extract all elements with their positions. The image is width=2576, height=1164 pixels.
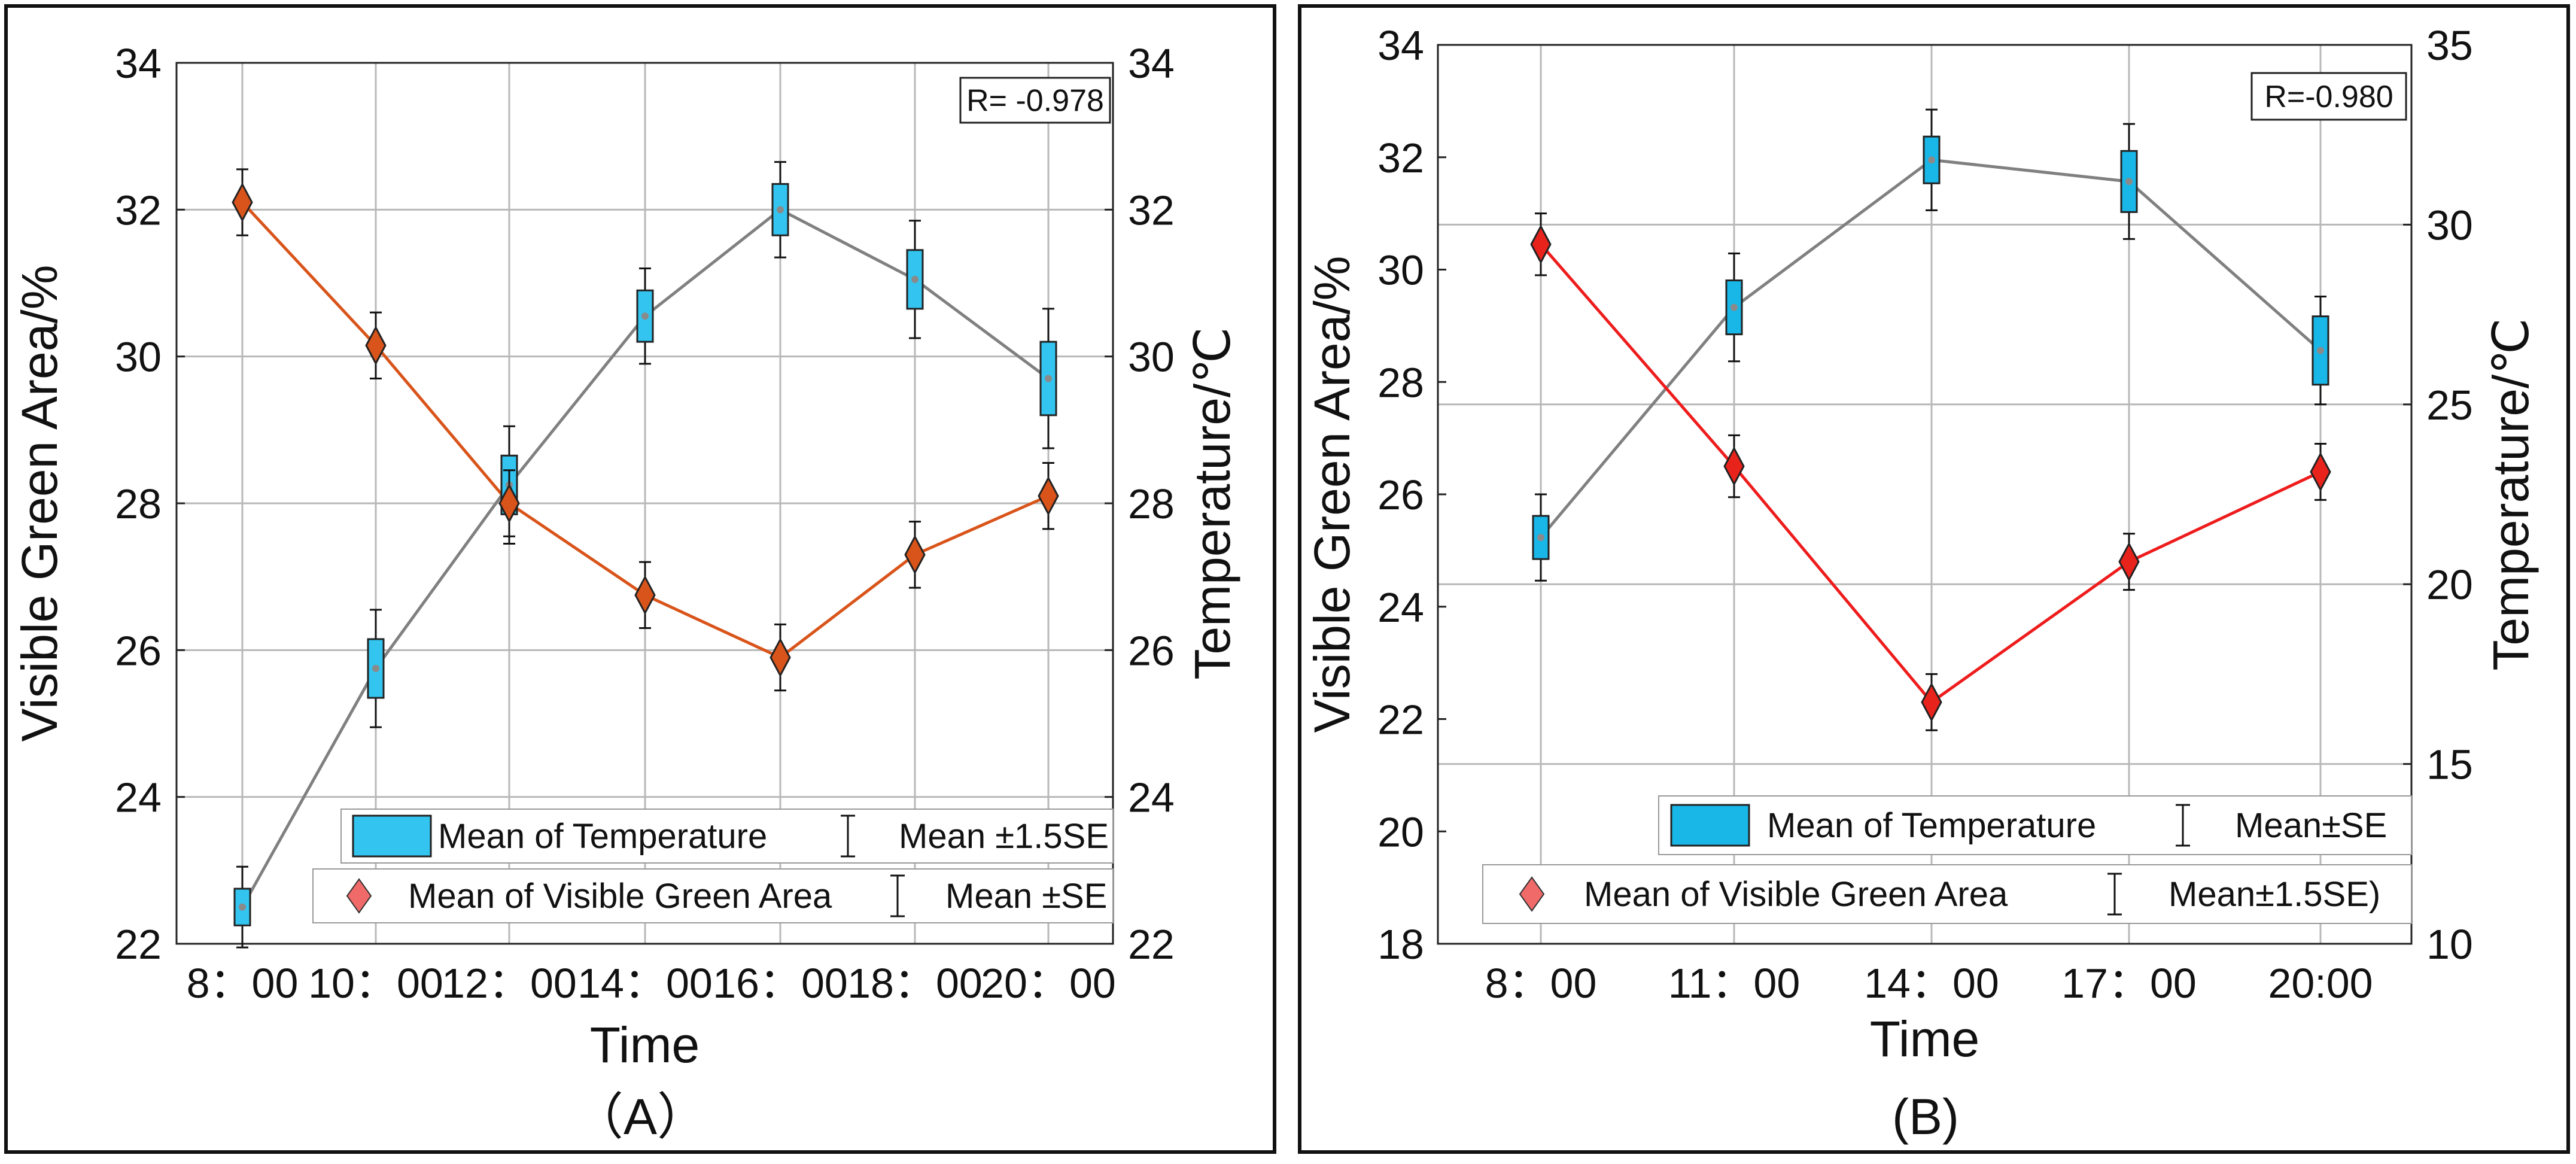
chart-a-green-area-point: [365, 326, 387, 366]
chart-a-temperature-point: [641, 312, 649, 320]
chart-a: 22 24 26 28 30 32 34 22 24 26 28 30 32 34 8：00 10：0012：…: [11, 40, 1240, 1145]
chart-b-left-tick-label: 28: [1377, 359, 1424, 406]
chart-b-right-tick-label: 10: [2426, 921, 2473, 968]
chart-b-x-axis-title: Time: [1870, 1011, 1980, 1067]
chart-a-temperature-box: [771, 183, 789, 236]
chart-a-x-tick-label: 18：00: [847, 960, 983, 1007]
chart-b-left-tick-label: 22: [1377, 697, 1424, 743]
chart-b-temperature-point: [1537, 534, 1544, 542]
chart-a-legend-error-label: Mean ±1.5SE: [899, 817, 1109, 856]
chart-a-right-tick-label: 22: [1128, 921, 1175, 968]
chart-a-x-tick-label: 14：00: [577, 960, 713, 1007]
chart-b-legend-label: Mean of Visible Green Area: [1584, 875, 2008, 914]
chart-b-legend-error-label: Mean±1.5SE): [2169, 875, 2380, 914]
chart-a-legend-error-label: Mean ±SE: [945, 877, 1107, 916]
chart-b-left-tick-label: 30: [1377, 247, 1424, 294]
chart-a-temperature-point: [1045, 375, 1052, 382]
chart-b-temperature-box: [1923, 135, 1941, 184]
chart-b-right-tick-label: 20: [2426, 561, 2473, 608]
chart-a-green-area-point: [770, 637, 791, 677]
chart-b-right-axis-title: Temperature/℃: [2483, 318, 2539, 670]
chart-a-left-tick-label: 28: [115, 481, 162, 527]
chart-a-left-tick-label: 34: [115, 40, 162, 87]
chart-b-legend-green-area-swatch: [1519, 876, 1545, 912]
chart-a-correlation-box: [959, 77, 1111, 124]
chart-a-right-tick-label: 30: [1128, 334, 1175, 381]
chart-a-right-tick-label: 24: [1128, 774, 1175, 821]
chart-b-temperature-point: [2317, 347, 2324, 354]
chart-a-green-area-point: [634, 575, 656, 615]
chart-b-right-tick-label: 30: [2426, 202, 2473, 248]
chart-a-legend-label: Mean of Temperature: [438, 817, 767, 856]
chart-a-x-tick-label: 8：00: [187, 960, 299, 1007]
chart-a-left-tick-label: 30: [115, 334, 162, 381]
chart-b: 18 20 22 24 26 28 30 32 34 10 15 20 25 30 35 8：00 11：00 1…: [1304, 22, 2539, 1145]
chart-b-green-area-point: [2118, 542, 2140, 582]
chart-b-correlation-label: R=-0.980: [2264, 80, 2393, 114]
chart-b-green-area-point: [1921, 682, 1942, 722]
chart-a-right-tick-label: 34: [1128, 40, 1175, 87]
chart-b-left-tick-label: 26: [1377, 472, 1424, 518]
chart-a-legend-label: Mean of Visible Green Area: [408, 877, 832, 916]
chart-a-x-tick-label: 16：00: [713, 960, 848, 1007]
chart-a-legend-box: [312, 868, 1114, 923]
chart-b-right-tick-label: 35: [2426, 22, 2473, 69]
chart-b-panel-label: (B): [1892, 1089, 1959, 1145]
chart-a-green-area-point: [904, 534, 926, 575]
chart-b-right-tick-label: 25: [2426, 382, 2473, 428]
chart-a-temperature-point: [777, 206, 784, 214]
chart-b-left-tick-label: 18: [1377, 921, 1424, 968]
chart-a-left-tick-label: 32: [115, 187, 162, 233]
chart-a-temperature-point: [239, 903, 246, 911]
chart-b-legend-box: [1658, 795, 2412, 855]
chart-b-x-tick-label: 14：00: [1864, 960, 1999, 1007]
chart-b-legend-label: Mean of Temperature: [1767, 806, 2096, 845]
chart-b-left-tick-label: 34: [1377, 22, 1424, 69]
chart-b-green-area-point: [1723, 446, 1745, 487]
chart-a-legend-temperature-swatch: [352, 815, 432, 858]
chart-b-x-tick-label: 20:00: [2268, 960, 2373, 1007]
chart-b-left-tick-label: 20: [1377, 809, 1424, 855]
chart-a-right-axis-title: Temperature/℃: [1184, 327, 1240, 679]
chart-a-x-tick-label: 10：00: [308, 960, 443, 1007]
chart-b-legend-box: [1482, 864, 2412, 924]
chart-a-left-tick-label: 24: [115, 774, 162, 821]
chart-b-temperature-point: [2125, 178, 2133, 186]
chart-b-left-tick-label: 24: [1377, 584, 1424, 631]
chart-a-left-tick-label: 22: [115, 921, 162, 968]
chart-a-green-area-point: [498, 483, 520, 524]
chart-b-temperature-point: [1928, 156, 1935, 164]
chart-a-right-tick-label: 26: [1128, 627, 1175, 674]
chart-b-green-area-point: [1530, 224, 1552, 265]
chart-a-right-tick-label: 28: [1128, 481, 1175, 527]
chart-a-temperature-point: [372, 665, 379, 672]
chart-b-left-axis-title: Visible Green Area/%: [1304, 256, 1360, 733]
chart-b-x-tick-label: 17：00: [2061, 960, 2197, 1007]
chart-b-correlation-box: [2250, 72, 2407, 121]
chart-a-x-axis-title: Time: [590, 1017, 700, 1073]
chart-a-legend-box: [340, 809, 1114, 864]
chart-a-x-tick-label: 12：00: [442, 960, 577, 1007]
chart-a-temperature-point: [911, 275, 919, 283]
chart-b-left-tick-label: 32: [1377, 135, 1424, 181]
chart-a-green-area-point: [1038, 476, 1059, 516]
chart-b-temperature-point: [1730, 303, 1738, 311]
chart-b-right-tick-label: 15: [2426, 741, 2473, 788]
chart-a-right-tick-label: 32: [1128, 187, 1175, 233]
chart-a-correlation-label: R= -0.978: [966, 84, 1104, 118]
chart-b-x-tick-label: 11：00: [1668, 960, 1801, 1007]
chart-b-legend-temperature-swatch: [1670, 804, 1750, 847]
chart-a-green-area-point: [232, 182, 253, 223]
chart-a-left-tick-label: 26: [115, 627, 162, 674]
chart-a-legend-green-area-swatch: [346, 878, 372, 914]
panel-b-frame: [1298, 4, 2570, 1154]
chart-b-x-tick-label: 8：00: [1485, 960, 1597, 1007]
chart-a-panel-label: （A）: [573, 1089, 707, 1145]
chart-b-legend-error-label: Mean±SE: [2235, 806, 2387, 845]
chart-b-green-area-point: [2310, 452, 2331, 492]
chart-a-left-axis-title: Visible Green Area/%: [11, 265, 68, 742]
chart-a-x-tick-label: 20：00: [981, 960, 1116, 1007]
panel-a-frame: [4, 4, 1276, 1154]
